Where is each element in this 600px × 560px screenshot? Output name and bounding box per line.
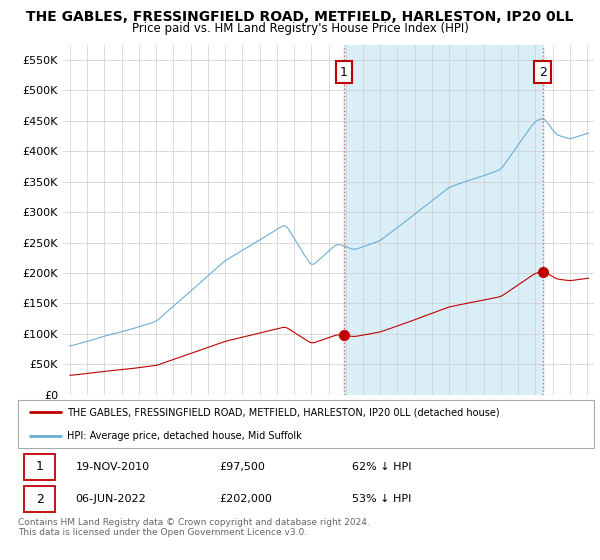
Text: THE GABLES, FRESSINGFIELD ROAD, METFIELD, HARLESTON, IP20 0LL: THE GABLES, FRESSINGFIELD ROAD, METFIELD… bbox=[26, 10, 574, 24]
Bar bbox=[344, 45, 543, 395]
FancyBboxPatch shape bbox=[24, 454, 55, 480]
FancyBboxPatch shape bbox=[24, 486, 55, 512]
Text: 53% ↓ HPI: 53% ↓ HPI bbox=[352, 494, 412, 504]
Text: 2: 2 bbox=[539, 66, 547, 79]
Text: 62% ↓ HPI: 62% ↓ HPI bbox=[352, 462, 412, 472]
Text: £202,000: £202,000 bbox=[220, 494, 272, 504]
Text: £97,500: £97,500 bbox=[220, 462, 265, 472]
Text: 06-JUN-2022: 06-JUN-2022 bbox=[76, 494, 146, 504]
Text: HPI: Average price, detached house, Mid Suffolk: HPI: Average price, detached house, Mid … bbox=[67, 431, 302, 441]
Text: 2: 2 bbox=[35, 493, 44, 506]
Text: 1: 1 bbox=[340, 66, 348, 79]
FancyBboxPatch shape bbox=[18, 400, 594, 448]
Text: 19-NOV-2010: 19-NOV-2010 bbox=[76, 462, 150, 472]
Text: THE GABLES, FRESSINGFIELD ROAD, METFIELD, HARLESTON, IP20 0LL (detached house): THE GABLES, FRESSINGFIELD ROAD, METFIELD… bbox=[67, 407, 500, 417]
Text: 1: 1 bbox=[35, 460, 44, 473]
Text: Price paid vs. HM Land Registry's House Price Index (HPI): Price paid vs. HM Land Registry's House … bbox=[131, 22, 469, 35]
Text: Contains HM Land Registry data © Crown copyright and database right 2024.
This d: Contains HM Land Registry data © Crown c… bbox=[18, 518, 370, 538]
